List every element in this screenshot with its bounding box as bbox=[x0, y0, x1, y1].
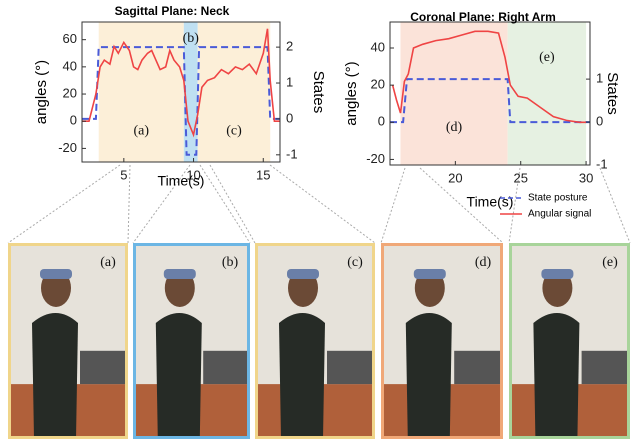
y-tick-label: -20 bbox=[58, 140, 77, 155]
chart-title: Sagittal Plane: Neck bbox=[115, 4, 230, 18]
x-axis-title: Time(s) bbox=[158, 173, 205, 189]
y2-tick-label: 1 bbox=[596, 71, 603, 86]
y-tick-label: 20 bbox=[371, 77, 385, 92]
y2-tick-label: -1 bbox=[286, 146, 298, 161]
legend-label: State posture bbox=[528, 193, 588, 204]
x-tick-label: 25 bbox=[513, 170, 527, 185]
photo-label: (c) bbox=[347, 255, 363, 270]
chart-title: Coronal Plane: Right Arm bbox=[410, 10, 556, 24]
y2-axis-title: States bbox=[310, 71, 327, 114]
y-tick-label: 40 bbox=[63, 58, 77, 73]
y-axis-title: angles (°) bbox=[33, 60, 50, 124]
legend-label: Angular signal bbox=[528, 209, 591, 220]
y-tick-label: 60 bbox=[63, 31, 77, 46]
y-tick-label: 0 bbox=[378, 114, 385, 129]
person-body bbox=[533, 313, 579, 439]
region-label: (a) bbox=[133, 123, 149, 138]
photo-label: (e) bbox=[602, 255, 618, 270]
person-body bbox=[32, 313, 78, 439]
y-tick-label: 20 bbox=[63, 85, 77, 100]
y2-tick-label: -1 bbox=[596, 156, 608, 171]
desk bbox=[454, 351, 503, 384]
region bbox=[99, 22, 184, 162]
head-sensor bbox=[40, 269, 72, 279]
x-axis-title: Time(s) bbox=[467, 194, 514, 210]
x-tick-label: 20 bbox=[448, 170, 462, 185]
region bbox=[508, 22, 586, 165]
desk bbox=[203, 351, 250, 384]
x-tick-label: 30 bbox=[579, 170, 593, 185]
region bbox=[198, 22, 271, 162]
photo-panel: (a) bbox=[8, 243, 128, 439]
desk bbox=[80, 351, 128, 384]
photo-panel: (c) bbox=[255, 243, 375, 439]
y2-tick-label: 0 bbox=[596, 113, 603, 128]
person-body bbox=[279, 313, 325, 439]
photo-label: (a) bbox=[100, 255, 116, 270]
figure: (a)(b)(c)51015-200204060-1012Sagittal Pl… bbox=[0, 0, 634, 441]
photo-label: (d) bbox=[475, 255, 492, 270]
desk bbox=[327, 351, 375, 384]
y2-axis-title: States bbox=[604, 72, 621, 115]
region bbox=[400, 22, 507, 165]
y-tick-label: -20 bbox=[366, 151, 385, 166]
y-tick-label: 0 bbox=[70, 113, 77, 128]
region-label: (b) bbox=[183, 31, 200, 46]
y2-tick-label: 2 bbox=[286, 39, 293, 54]
region-label: (d) bbox=[446, 120, 463, 135]
y-axis-title: angles (°) bbox=[343, 61, 360, 125]
region-label: (e) bbox=[539, 50, 555, 65]
x-tick-label: 15 bbox=[256, 167, 270, 182]
head-sensor bbox=[287, 269, 319, 279]
photo-panel: (b) bbox=[133, 243, 250, 439]
person-body bbox=[406, 313, 452, 439]
plot bbox=[82, 22, 280, 162]
desk bbox=[582, 351, 630, 384]
connectors bbox=[8, 165, 630, 243]
y2-tick-label: 0 bbox=[286, 110, 293, 125]
photo-panel: (d) bbox=[381, 243, 503, 439]
y-tick-label: 40 bbox=[371, 39, 385, 54]
head-sensor bbox=[414, 269, 446, 279]
y2-tick-label: 1 bbox=[286, 74, 293, 89]
person-body bbox=[156, 313, 202, 439]
head-sensor bbox=[164, 269, 196, 279]
head-sensor bbox=[541, 269, 573, 279]
plot bbox=[390, 22, 590, 165]
photo-label: (b) bbox=[222, 255, 239, 270]
x-tick-label: 5 bbox=[120, 167, 127, 182]
region-label: (c) bbox=[226, 123, 242, 138]
photo-panel: (e) bbox=[509, 243, 630, 439]
